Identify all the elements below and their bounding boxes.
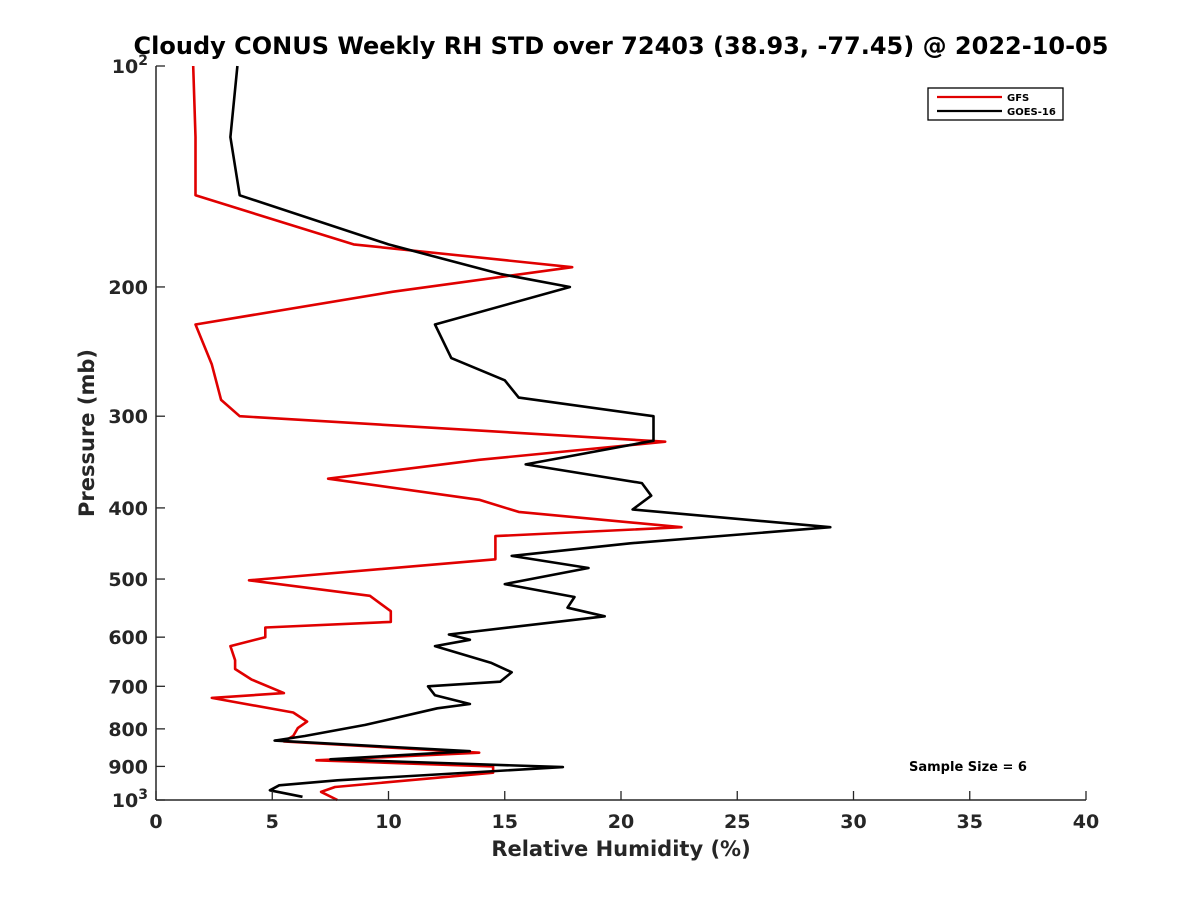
y-tick-label: 600 <box>108 627 148 649</box>
axes-layer: 0 5 10 15 20 25 30 35 40102200300400500600700800… <box>108 53 1099 833</box>
x-tick-label: 30 <box>840 811 866 833</box>
y-tick-label: 300 <box>108 406 148 428</box>
x-tick-label: 35 <box>957 811 983 833</box>
y-tick-label: 500 <box>108 569 148 591</box>
series-line-goes16 <box>229 65 832 799</box>
sample-size-annotation: Sample Size = 6 <box>909 760 1027 775</box>
y-tick-label: 400 <box>108 498 148 520</box>
legend: GFS GOES-16 <box>927 87 1064 121</box>
x-tick-label: 15 <box>492 811 518 833</box>
x-tick-label: 25 <box>724 811 750 833</box>
legend-label-goes16: GOES-16 <box>1007 107 1056 118</box>
x-tick-label: 10 <box>375 811 401 833</box>
x-axis-label: Relative Humidity (%) <box>491 837 750 861</box>
x-tick-label: 0 <box>149 811 162 833</box>
y-tick-label: 200 <box>108 277 148 299</box>
chart-title: Cloudy CONUS Weekly RH STD over 72403 (3… <box>134 32 1109 60</box>
y-tick-label: 900 <box>108 756 148 778</box>
series-layer <box>191 65 832 802</box>
y-axis-label: Pressure (mb) <box>75 349 99 517</box>
x-tick-label: 5 <box>266 811 279 833</box>
legend-box <box>927 87 1064 121</box>
legend-label-gfs: GFS <box>1007 93 1029 104</box>
x-tick-label: 40 <box>1073 811 1099 833</box>
x-tick-label: 20 <box>608 811 634 833</box>
y-tick-label: 800 <box>108 719 148 741</box>
y-tick-label: 700 <box>108 676 148 698</box>
